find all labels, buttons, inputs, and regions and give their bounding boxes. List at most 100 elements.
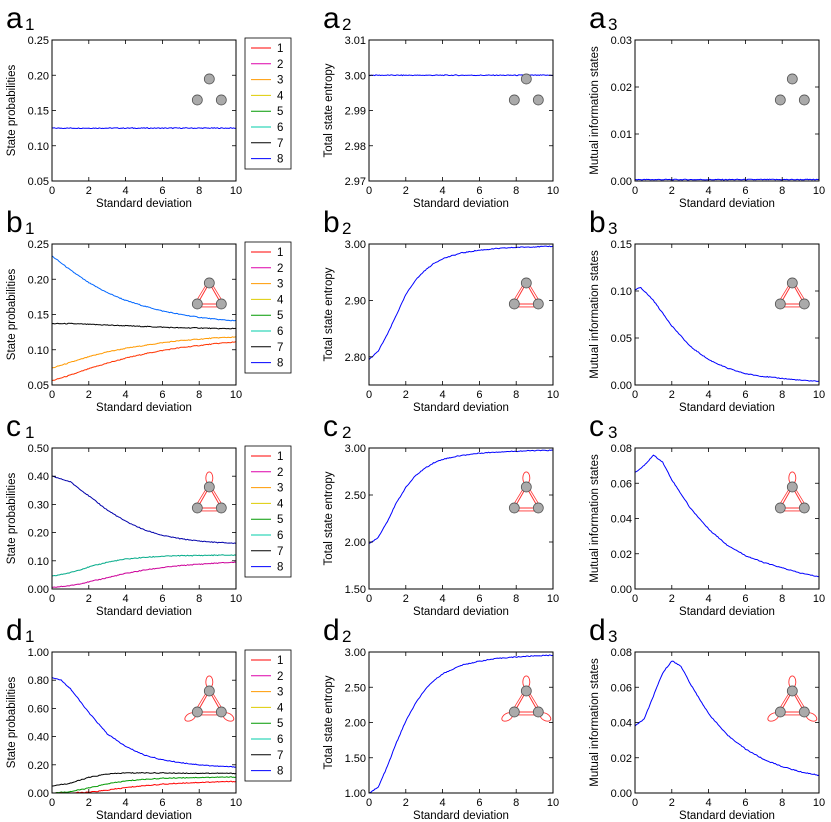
x-tick-label: 2 <box>669 593 675 605</box>
y-tick-label: 0.00 <box>611 380 632 392</box>
y-tick-label: 0.20 <box>28 274 49 286</box>
panel-letter: d <box>6 614 23 647</box>
axes-frame <box>51 39 237 182</box>
series-line-8 <box>52 255 236 322</box>
axes-frame <box>634 243 820 386</box>
x-tick-label: 10 <box>547 593 559 605</box>
series-line-entropy <box>369 245 553 360</box>
y-tick-label: 0.05 <box>28 176 49 188</box>
panel-subscript: 3 <box>608 15 617 34</box>
x-tick-label: 8 <box>513 593 519 605</box>
series-line-1 <box>52 341 236 382</box>
a1-motif-node <box>203 73 215 85</box>
x-tick-label: 4 <box>123 389 129 401</box>
series-line-MI <box>635 286 819 382</box>
x-tick-label: 6 <box>159 593 165 605</box>
series-line-7 <box>52 322 236 330</box>
axes-frame <box>51 243 237 386</box>
legend-label-8: 8 <box>277 766 283 778</box>
y-tick-label: 0.02 <box>611 753 632 765</box>
x-tick-label: 6 <box>476 593 482 605</box>
y-tick-label: 0.01 <box>611 129 632 141</box>
x-tick-label: 4 <box>440 593 446 605</box>
x-tick-label: 8 <box>779 797 785 809</box>
y-axis-label: Mutual information states <box>589 454 601 583</box>
b2-motif-node <box>520 277 532 289</box>
d2-motif-node <box>532 706 544 718</box>
y-tick-label: 2.00 <box>345 537 366 549</box>
y-tick-label: 0.10 <box>28 141 49 153</box>
x-tick-label: 4 <box>706 593 712 605</box>
x-axis-label: Standard deviation <box>96 198 192 210</box>
x-tick-label: 0 <box>632 593 638 605</box>
panel-c1: c 10 2 4 6 8 100.000.100.200.300.400.50Standar… <box>6 410 292 618</box>
x-tick-label: 2 <box>669 389 675 401</box>
y-tick-label: 0.02 <box>611 549 632 561</box>
y-tick-label: 0.02 <box>611 82 632 94</box>
y-axis-label: Mutual information states <box>589 46 601 175</box>
x-tick-label: 0 <box>49 797 55 809</box>
x-tick-label: 2 <box>403 389 409 401</box>
y-tick-label: 0.05 <box>28 380 49 392</box>
d1-motif-node <box>203 685 215 697</box>
x-tick-label: 10 <box>547 797 559 809</box>
y-tick-label: 0.10 <box>28 345 49 357</box>
y-tick-label: 2.97 <box>345 176 366 188</box>
legend-label-1: 1 <box>277 655 283 667</box>
x-axis-label: Standard deviation <box>413 402 509 414</box>
legend-label-7: 7 <box>277 342 283 354</box>
c2-motif-node <box>520 481 532 493</box>
d1-motif-node <box>191 706 203 718</box>
y-tick-label: 0.06 <box>611 478 632 490</box>
panel-letter: c <box>323 410 338 443</box>
legend-label-8: 8 <box>277 562 283 574</box>
x-tick-label: 6 <box>476 185 482 197</box>
y-tick-label: 0.00 <box>611 788 632 800</box>
panel-letter: c <box>6 410 21 443</box>
legend-label-7: 7 <box>277 546 283 558</box>
series-line-MI <box>635 660 819 777</box>
x-tick-label: 8 <box>196 797 202 809</box>
y-tick-label: 0.60 <box>28 703 49 715</box>
y-tick-label: 0.10 <box>28 556 49 568</box>
panel-subscript: 2 <box>342 627 351 646</box>
legend-label-6: 6 <box>277 734 283 746</box>
legend-label-4: 4 <box>277 702 284 714</box>
series-line-8 <box>52 676 236 768</box>
x-axis-label: Standard deviation <box>96 606 192 618</box>
x-axis-label: Standard deviation <box>413 198 509 210</box>
c3-motif-node <box>786 481 798 493</box>
legend-label-6: 6 <box>277 530 283 542</box>
a1-motif-node <box>215 94 227 106</box>
b3-motif-node <box>786 277 798 289</box>
legend-label-7: 7 <box>277 750 283 762</box>
y-tick-label: 0.08 <box>611 647 632 659</box>
x-tick-label: 8 <box>513 185 519 197</box>
x-axis-label: Standard deviation <box>96 810 192 822</box>
panel-subscript: 1 <box>25 219 34 238</box>
x-tick-label: 8 <box>779 389 785 401</box>
y-tick-label: 2.90 <box>345 295 366 307</box>
y-tick-label: 3.00 <box>345 647 366 659</box>
y-tick-label: 0.00 <box>28 788 49 800</box>
legend-label-6: 6 <box>277 122 283 134</box>
d1-motif-node <box>215 706 227 718</box>
x-tick-label: 8 <box>196 185 202 197</box>
y-tick-label: 0.15 <box>611 239 632 251</box>
y-tick-label: 0.40 <box>28 471 49 483</box>
x-tick-label: 2 <box>86 797 92 809</box>
legend-box <box>244 241 292 374</box>
x-tick-label: 10 <box>230 185 242 197</box>
axes-frame <box>368 651 554 794</box>
series-line-1 <box>52 780 236 793</box>
d3-motif-node <box>798 706 810 718</box>
x-tick-label: 2 <box>86 185 92 197</box>
y-axis-label: Mutual information states <box>589 658 601 787</box>
x-tick-label: 0 <box>366 797 372 809</box>
axes-frame <box>51 447 237 590</box>
x-tick-label: 0 <box>632 389 638 401</box>
y-axis-label: Total state entropy <box>323 471 335 565</box>
y-axis-label: State probabilities <box>6 65 18 157</box>
